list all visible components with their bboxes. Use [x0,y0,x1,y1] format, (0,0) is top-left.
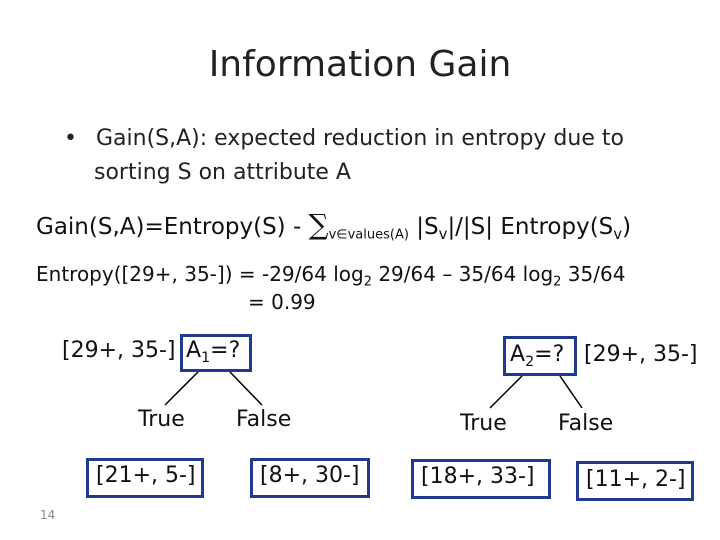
entropy-calc-line-1: Entropy([29+, 35-]) = -29/64 log2 29/64 … [36,262,626,289]
tree-right-branch-true: True [460,411,507,436]
slide-number: 14 [40,508,56,522]
tree-right-branch-false: False [558,411,614,436]
page-title: Information Gain [208,44,512,85]
gain-rhs-c: ) [622,214,632,240]
attr-suffix: =? [534,342,565,367]
tree-right-root-counts: [29+, 35-] [584,342,698,367]
tree-right-leaf-false-box [576,461,694,501]
tree-left-root-counts: [29+, 35-] [62,338,176,363]
gain-lhs: Gain(S,A)=Entropy(S) - [36,214,309,240]
sigma-symbol: ∑ [308,208,329,241]
tree-right-leaf-true-box [411,459,551,499]
tree-right-leaf-false: [11+, 2-] [586,467,686,492]
tree-left-branch-false: False [236,407,292,432]
gain-sub-1: v [438,225,448,244]
entropy-sub-1: 2 [363,274,372,290]
gain-rhs-a: |S [408,214,439,240]
entropy-part-1: Entropy([29+, 35-]) = -29/64 log [36,262,364,286]
entropy-calc-line-2: = 0.99 [248,290,316,314]
tree-left-branch-true: True [138,407,185,432]
tree-right-root-node [503,336,577,376]
edge-a2-true [489,375,523,409]
tree-left-leaf-true-box [86,458,204,498]
bullet-text-2: sorting S on attribute A [94,160,351,185]
entropy-part-3: 35/64 [561,262,626,286]
tree-left-leaf-false: [8+, 30-] [260,463,360,488]
tree-right-root-attr: A2=? [510,342,565,370]
edge-a1-true [164,371,199,406]
entropy-part-2: 29/64 – 35/64 log [371,262,554,286]
bullet-marker: • [64,126,77,151]
bullet-line-1: • Gain(S,A): expected reduction in entro… [64,126,624,151]
attr-suffix: =? [210,338,241,363]
attr-letter: A [510,342,526,367]
gain-sub-2: v [613,225,623,244]
tree-right-leaf-true: [18+, 33-] [421,464,535,489]
attr-sub: 2 [525,354,535,370]
tree-left-leaf-true: [21+, 5-] [96,463,196,488]
edge-a2-false [559,375,583,409]
tree-left-leaf-false-box [250,458,370,498]
gain-rhs-b: |/|S| Entropy(S [447,214,614,240]
sigma-subscript: v∈values(A) [328,227,409,243]
bullet-text-1: Gain(S,A): expected reduction in entropy… [95,126,624,151]
edge-a1-false [229,371,263,406]
attr-letter: A [186,338,202,363]
tree-left-root-node [180,334,252,372]
entropy-sub-2: 2 [553,274,562,290]
tree-left-root-attr: A1=? [186,338,241,366]
attr-sub: 1 [201,350,211,366]
gain-formula: Gain(S,A)=Entropy(S) - ∑v∈values(A) |Sv|… [36,208,632,244]
